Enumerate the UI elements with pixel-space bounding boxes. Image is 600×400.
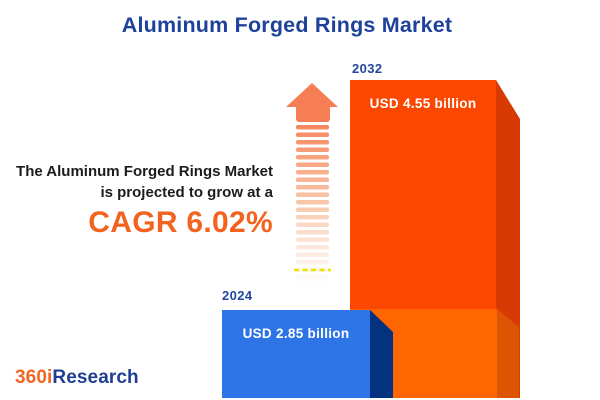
growth-annotation: The Aluminum Forged Rings Market is proj…: [0, 161, 273, 240]
annotation-line-1: The Aluminum Forged Rings Market: [16, 163, 273, 180]
growth-arrow-icon: [286, 83, 338, 287]
page-title: Aluminum Forged Rings Market: [121, 13, 453, 37]
arrow-fade-stripes: [296, 125, 329, 287]
bar-2024-value-label: USD 2.85 billion: [242, 326, 350, 341]
annotation-line-2: is projected to grow at a: [100, 184, 273, 201]
brand-logo: 360iResearch: [15, 367, 139, 389]
cagr-value: CAGR 6.02%: [88, 206, 273, 239]
bar-2024-year-label: 2024: [222, 288, 253, 303]
bar-2024-front-face: [222, 310, 370, 398]
bar-2032-year-label: 2032: [352, 61, 383, 76]
bar-2032-base-side-face: [497, 309, 519, 398]
bar-2024: [222, 310, 393, 398]
brand-logo-360i: 360i: [15, 367, 53, 388]
bar-2032-value-label: USD 4.55 billion: [369, 96, 477, 111]
bar-2024-side-face: [370, 310, 393, 398]
brand-logo-research: Research: [52, 367, 139, 388]
